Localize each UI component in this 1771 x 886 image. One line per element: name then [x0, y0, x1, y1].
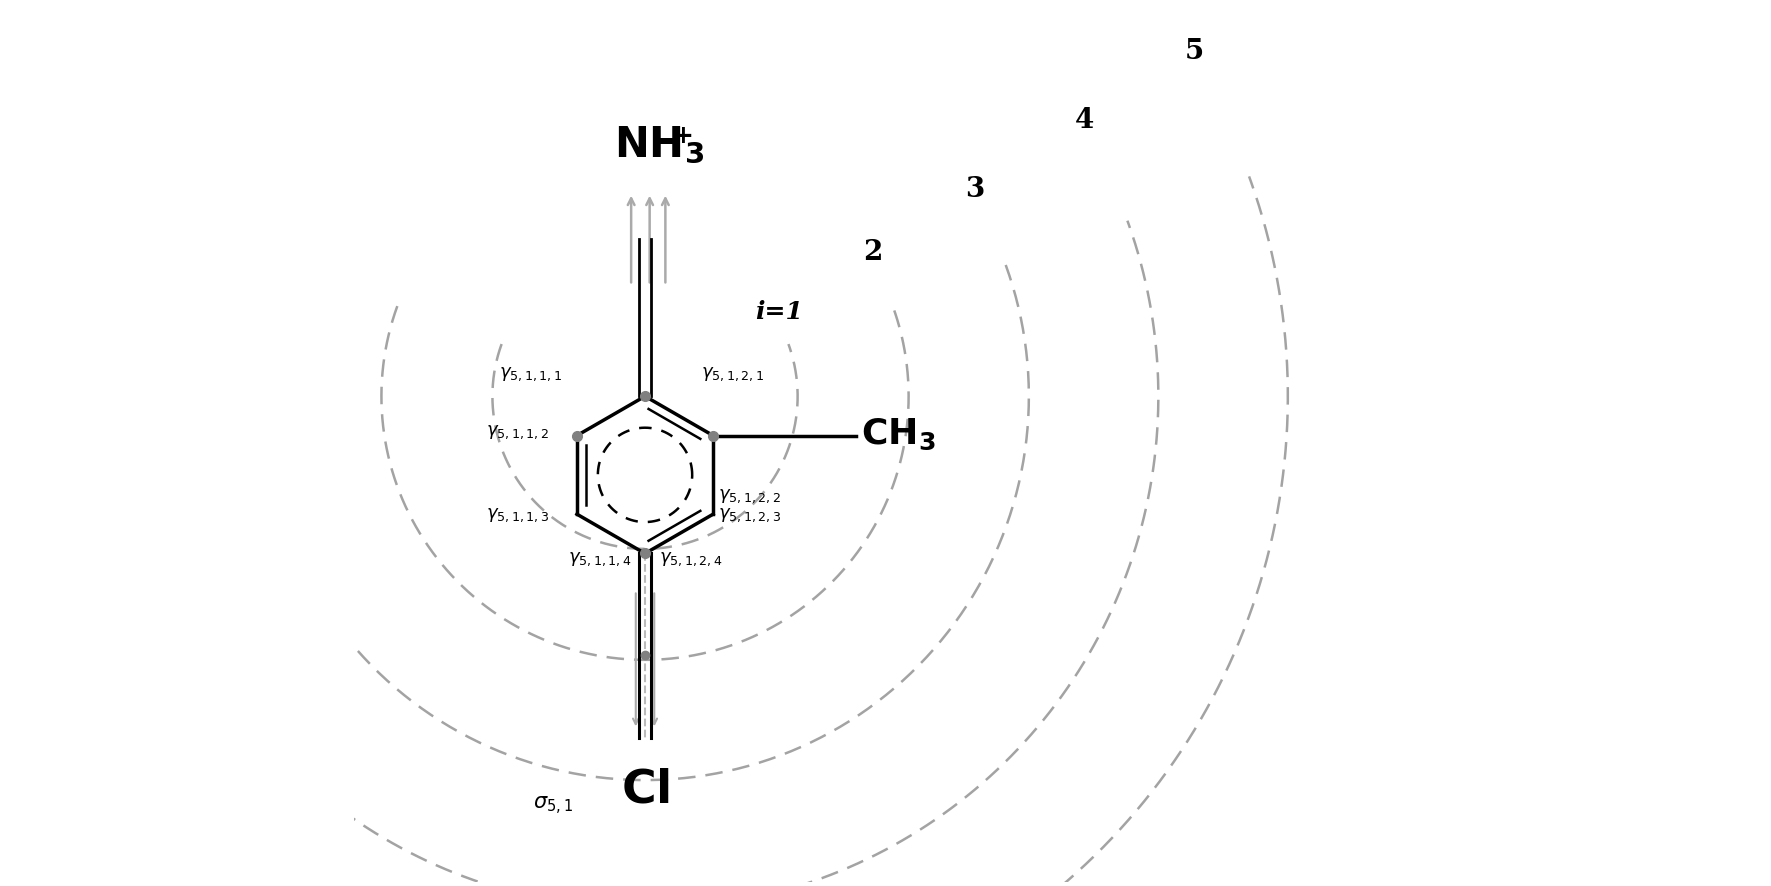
Text: $\gamma_{5,1,2,2}$: $\gamma_{5,1,2,2}$ [717, 487, 781, 505]
Text: 4: 4 [1075, 107, 1094, 134]
Text: $\gamma_{5,1,2,3}$: $\gamma_{5,1,2,3}$ [717, 506, 781, 524]
Text: $\mathbf{+}$: $\mathbf{+}$ [671, 123, 692, 147]
Text: $\mathbf{CH_3}$: $\mathbf{CH_3}$ [861, 416, 935, 452]
Text: $\sigma_{5,1}$: $\sigma_{5,1}$ [533, 794, 572, 816]
Text: $\mathbf{Cl}$: $\mathbf{Cl}$ [620, 766, 669, 812]
Text: 3: 3 [965, 175, 985, 203]
Text: $\gamma_{5,1,2,4}$: $\gamma_{5,1,2,4}$ [659, 549, 723, 567]
Text: 2: 2 [864, 239, 884, 266]
Text: i=1: i=1 [754, 299, 802, 323]
Text: $\gamma_{5,1,2,1}$: $\gamma_{5,1,2,1}$ [701, 365, 763, 383]
Text: $\gamma_{5,1,1,1}$: $\gamma_{5,1,1,1}$ [499, 365, 561, 383]
Text: $\gamma_{5,1,1,4}$: $\gamma_{5,1,1,4}$ [568, 549, 630, 567]
Text: $\gamma_{5,1,1,3}$: $\gamma_{5,1,1,3}$ [487, 506, 549, 524]
Text: $\mathbf{NH_3}$: $\mathbf{NH_3}$ [615, 124, 703, 166]
Text: 5: 5 [1185, 38, 1204, 66]
Text: $\gamma_{5,1,1,2}$: $\gamma_{5,1,1,2}$ [487, 423, 549, 440]
